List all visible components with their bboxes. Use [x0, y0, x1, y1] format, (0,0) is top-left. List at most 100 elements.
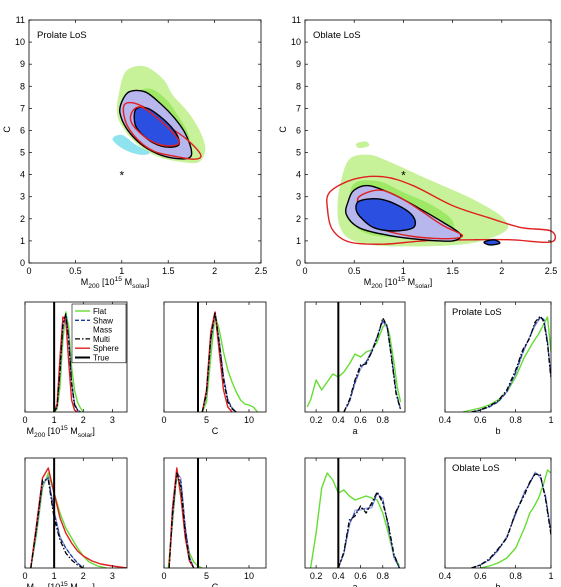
y-axis-label: C [278, 126, 288, 133]
series-multi-line [53, 313, 81, 412]
contour-blue_island [483, 239, 501, 246]
legend-label: Multi [93, 335, 110, 344]
x-tick-label: 2 [81, 415, 86, 425]
legend-item: True [75, 354, 110, 363]
legend-label: Flat [93, 307, 107, 316]
x-axis-label: C [212, 582, 219, 587]
y-tick-label: 1 [296, 236, 301, 246]
x-tick-label: 1 [401, 266, 406, 276]
x-tick-label: 0.6 [474, 415, 487, 425]
panel-annotation: Prolate LoS [37, 30, 87, 41]
contour-red_inner [129, 106, 181, 147]
x-axis-label: M200 [1015 Msolar] [26, 425, 94, 439]
y-tick-label: 5 [296, 148, 301, 158]
legend-label: True [93, 354, 110, 363]
y-tick-label: 7 [20, 103, 25, 113]
axes-frame [24, 301, 128, 413]
x-axis-label: M200 [1015 Msolar] [26, 581, 94, 587]
hist_a_prolate-panel: 0.2 0.4 0.6 0.8 a [304, 301, 406, 436]
series-flat-line [462, 316, 551, 412]
x-tick-label: 0 [302, 266, 307, 276]
axes-frame [304, 457, 406, 569]
legend-item: Flat [75, 307, 107, 316]
contour_oblate-panel: * 0 0.5 1 1.5 2 2.5 0 1 2 3 4 5 6 7 8 9 10 11 Oblate LoS M20… [278, 15, 557, 290]
x-tick-label: 1 [52, 571, 57, 581]
x-axis-label: M200 [1015 Msolar] [364, 276, 432, 290]
x-tick-label: 0.2 [310, 415, 323, 425]
axes-frame [28, 19, 262, 264]
y-tick-label: 0 [296, 258, 301, 268]
x-tick-label: 0.6 [474, 571, 487, 581]
x-tick-label: 1 [52, 415, 57, 425]
x-tick-label: 5 [204, 571, 209, 581]
axes-frame [444, 301, 552, 413]
y-tick-label: 6 [296, 125, 301, 135]
x-tick-label: 0 [161, 415, 166, 425]
plot-area [167, 458, 203, 568]
y-tick-label: 2 [20, 214, 25, 224]
y-tick-label: 8 [20, 81, 25, 91]
panel-annotation: Oblate LoS [313, 30, 361, 41]
axes-frame [163, 457, 267, 569]
y-tick-label: 4 [296, 170, 301, 180]
x-tick-label: 1.5 [162, 266, 175, 276]
true-value-marker: * [401, 169, 406, 183]
x-tick-label: 3 [110, 571, 115, 581]
legend-label: Shaw [93, 316, 113, 325]
plot-area [197, 302, 259, 412]
x-tick-label: 0.5 [69, 266, 82, 276]
y-tick-label: 7 [296, 103, 301, 113]
y-tick-label: 10 [15, 37, 25, 47]
y-tick-label: 11 [292, 15, 301, 25]
x-tick-label: 0.4 [332, 415, 345, 425]
x-tick-label: 0.5 [348, 266, 361, 276]
y-tick-label: 3 [20, 192, 25, 202]
legend-item: Multi [75, 335, 110, 344]
plot-area [309, 458, 401, 568]
series-flat-line [201, 314, 259, 412]
hist_m200_prolate-panel: 0 1 2 3 M200 [1015 Msolar] FlatShawMassMultiS… [22, 301, 128, 439]
x-tick-label: 0 [22, 571, 27, 581]
x-tick-label: 0.8 [377, 571, 390, 581]
series-multi-line [343, 317, 402, 412]
panel-annotation: Oblate LoS [452, 463, 500, 474]
series-flat-line [306, 323, 402, 408]
series-multi-line [337, 491, 401, 568]
hist_c_prolate-panel: 0 5 10 C [161, 301, 267, 436]
x-tick-label: 0 [22, 415, 27, 425]
hist_m200_oblate-panel: 0 1 2 3 M200 [1015 Msolar] [22, 457, 128, 587]
true-value-marker: * [119, 169, 124, 183]
plot-area [53, 302, 84, 412]
y-tick-label: 5 [20, 148, 25, 158]
hist_c_oblate-panel: 0 5 10 C [161, 457, 267, 587]
series-flat-line [480, 469, 551, 568]
hist_a_oblate-panel: 0.2 0.4 0.6 0.8 a [304, 457, 406, 587]
x-tick-label: 10 [244, 571, 254, 581]
x-tick-label: 0 [26, 266, 31, 276]
y-tick-label: 9 [296, 59, 301, 69]
x-axis-label: b [495, 426, 500, 436]
series-multi-line [30, 479, 84, 568]
legend-box [71, 303, 127, 364]
legend-item: Sphere [75, 344, 119, 353]
series-multi-line [471, 473, 551, 568]
y-axis-label: C [2, 126, 12, 133]
contour-blue_inner [355, 197, 417, 232]
x-tick-label: 3 [110, 415, 115, 425]
x-tick-label: 0.6 [354, 571, 367, 581]
y-tick-label: 0 [20, 258, 25, 268]
x-tick-label: 1 [119, 266, 124, 276]
x-axis-label: a [352, 582, 357, 587]
x-tick-label: 1 [548, 415, 553, 425]
x-tick-label: 5 [204, 415, 209, 425]
x-tick-label: 10 [244, 415, 254, 425]
series-flat-line [309, 472, 401, 568]
y-tick-label: 11 [16, 15, 25, 25]
x-tick-label: 0.4 [332, 571, 345, 581]
x-tick-label: 2 [499, 266, 504, 276]
series-multi-line [471, 315, 551, 412]
x-tick-label: 2.5 [255, 266, 268, 276]
hist_b_prolate-panel: 0.4 0.6 0.8 1 Prolate LoS b [439, 301, 554, 436]
axes-frame [163, 301, 267, 413]
